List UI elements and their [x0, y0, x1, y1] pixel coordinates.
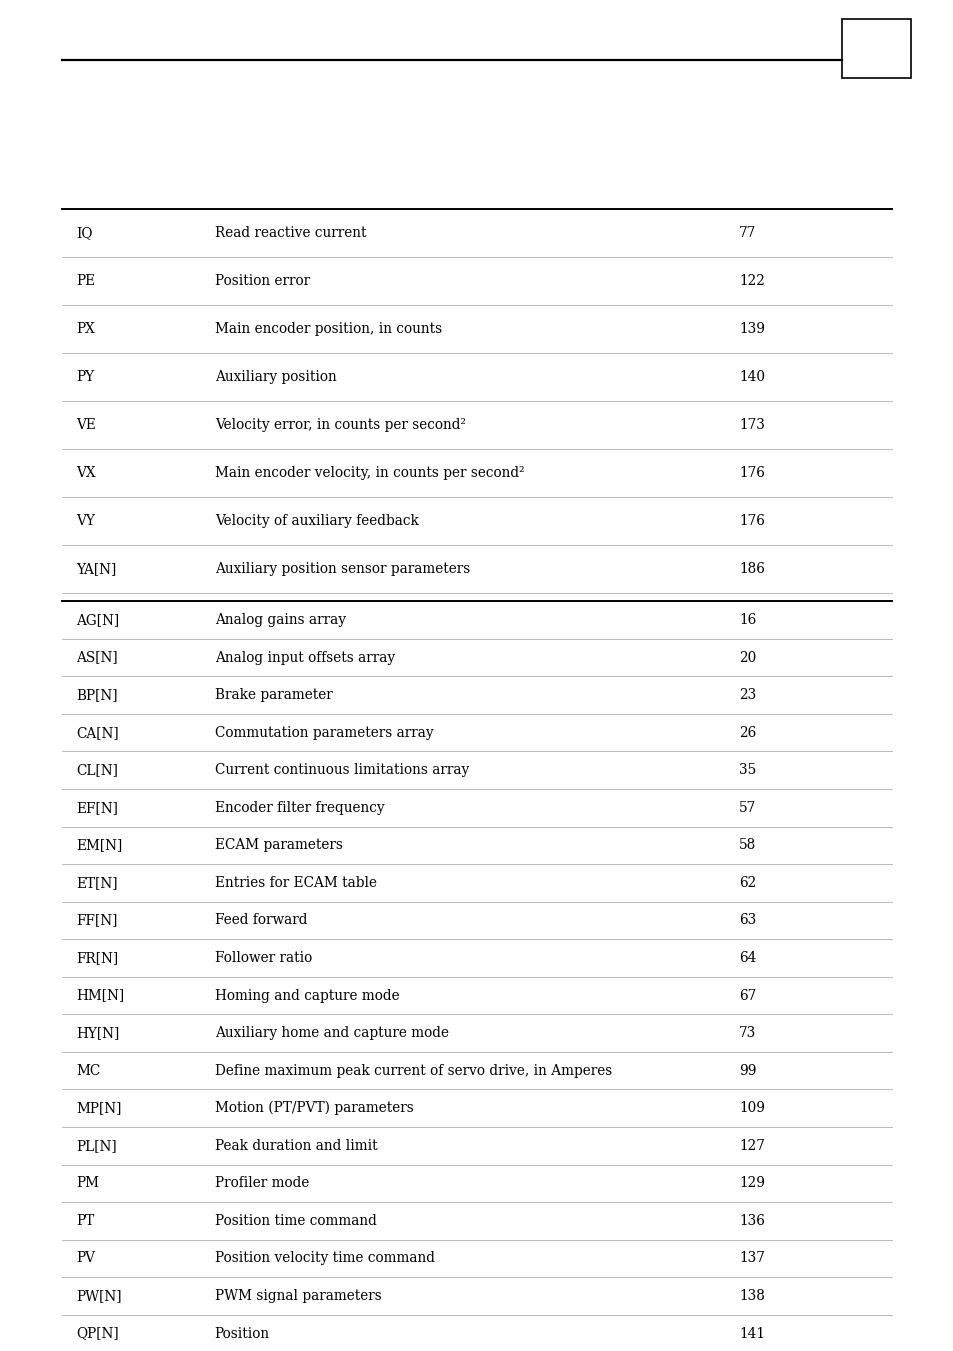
- Text: IQ: IQ: [76, 227, 92, 240]
- Text: Position time command: Position time command: [214, 1215, 376, 1228]
- Text: 109: 109: [739, 1101, 764, 1115]
- Text: 140: 140: [739, 370, 764, 384]
- Text: Feed forward: Feed forward: [214, 913, 307, 927]
- Text: Encoder filter frequency: Encoder filter frequency: [214, 801, 384, 815]
- Text: MP[N]: MP[N]: [76, 1101, 122, 1115]
- Text: BP[N]: BP[N]: [76, 688, 118, 703]
- Text: 186: 186: [739, 562, 764, 576]
- Text: 77: 77: [739, 227, 756, 240]
- Text: PV: PV: [76, 1251, 95, 1266]
- Text: PT: PT: [76, 1215, 94, 1228]
- Text: MC: MC: [76, 1063, 100, 1078]
- Text: 16: 16: [739, 613, 756, 627]
- Text: VE: VE: [76, 419, 96, 432]
- Text: EM[N]: EM[N]: [76, 839, 122, 852]
- Text: PY: PY: [76, 370, 94, 384]
- Text: Profiler mode: Profiler mode: [214, 1177, 309, 1190]
- Text: HM[N]: HM[N]: [76, 989, 124, 1002]
- Text: Velocity error, in counts per second²: Velocity error, in counts per second²: [214, 419, 465, 432]
- Text: 23: 23: [739, 688, 756, 703]
- Text: 20: 20: [739, 651, 756, 665]
- Text: PW[N]: PW[N]: [76, 1289, 122, 1302]
- Text: 122: 122: [739, 274, 764, 288]
- Text: Homing and capture mode: Homing and capture mode: [214, 989, 399, 1002]
- Text: 129: 129: [739, 1177, 764, 1190]
- Text: FF[N]: FF[N]: [76, 913, 117, 927]
- Text: CL[N]: CL[N]: [76, 763, 118, 777]
- Text: AS[N]: AS[N]: [76, 651, 118, 665]
- Text: Auxiliary position sensor parameters: Auxiliary position sensor parameters: [214, 562, 470, 576]
- Text: PE: PE: [76, 274, 95, 288]
- Text: Main encoder position, in counts: Main encoder position, in counts: [214, 323, 441, 336]
- Text: EF[N]: EF[N]: [76, 801, 118, 815]
- Text: CA[N]: CA[N]: [76, 725, 119, 739]
- Text: AG[N]: AG[N]: [76, 613, 119, 627]
- Text: 176: 176: [739, 515, 764, 528]
- Text: Commutation parameters array: Commutation parameters array: [214, 725, 433, 739]
- Text: Motion (PT/PVT) parameters: Motion (PT/PVT) parameters: [214, 1101, 413, 1116]
- Text: YA[N]: YA[N]: [76, 562, 116, 576]
- Text: 73: 73: [739, 1027, 756, 1040]
- Text: Follower ratio: Follower ratio: [214, 951, 312, 965]
- Text: 63: 63: [739, 913, 756, 927]
- Text: Brake parameter: Brake parameter: [214, 688, 332, 703]
- Text: 136: 136: [739, 1215, 764, 1228]
- Text: Read reactive current: Read reactive current: [214, 227, 366, 240]
- Text: HY[N]: HY[N]: [76, 1027, 119, 1040]
- Text: PWM signal parameters: PWM signal parameters: [214, 1289, 381, 1302]
- Text: 26: 26: [739, 725, 756, 739]
- Text: Analog gains array: Analog gains array: [214, 613, 345, 627]
- Text: VY: VY: [76, 515, 95, 528]
- Text: ECAM parameters: ECAM parameters: [214, 839, 342, 852]
- Text: PL[N]: PL[N]: [76, 1139, 117, 1152]
- Text: 67: 67: [739, 989, 756, 1002]
- Text: Position velocity time command: Position velocity time command: [214, 1251, 435, 1266]
- Text: 139: 139: [739, 323, 764, 336]
- Text: Position: Position: [214, 1327, 270, 1340]
- Text: VX: VX: [76, 466, 96, 480]
- Text: Current continuous limitations array: Current continuous limitations array: [214, 763, 469, 777]
- Text: 62: 62: [739, 875, 756, 890]
- Bar: [841, 19, 910, 78]
- Text: Auxiliary position: Auxiliary position: [214, 370, 336, 384]
- Text: FR[N]: FR[N]: [76, 951, 118, 965]
- Text: 127: 127: [739, 1139, 764, 1152]
- Text: Define maximum peak current of servo drive, in Amperes: Define maximum peak current of servo dri…: [214, 1063, 611, 1078]
- Text: QP[N]: QP[N]: [76, 1327, 119, 1340]
- Text: Entries for ECAM table: Entries for ECAM table: [214, 875, 376, 890]
- Text: 58: 58: [739, 839, 756, 852]
- Text: PM: PM: [76, 1177, 99, 1190]
- Text: Peak duration and limit: Peak duration and limit: [214, 1139, 376, 1152]
- Text: 137: 137: [739, 1251, 764, 1266]
- Text: Auxiliary home and capture mode: Auxiliary home and capture mode: [214, 1027, 448, 1040]
- Text: Position error: Position error: [214, 274, 310, 288]
- Text: Velocity of auxiliary feedback: Velocity of auxiliary feedback: [214, 515, 418, 528]
- Text: 35: 35: [739, 763, 756, 777]
- Text: 141: 141: [739, 1327, 764, 1340]
- Text: Analog input offsets array: Analog input offsets array: [214, 651, 395, 665]
- Text: 138: 138: [739, 1289, 764, 1302]
- Text: ET[N]: ET[N]: [76, 875, 118, 890]
- Text: 57: 57: [739, 801, 756, 815]
- Text: 176: 176: [739, 466, 764, 480]
- Text: 99: 99: [739, 1063, 756, 1078]
- Text: PX: PX: [76, 323, 95, 336]
- Text: Main encoder velocity, in counts per second²: Main encoder velocity, in counts per sec…: [214, 466, 523, 480]
- Text: 173: 173: [739, 419, 764, 432]
- Text: 64: 64: [739, 951, 756, 965]
